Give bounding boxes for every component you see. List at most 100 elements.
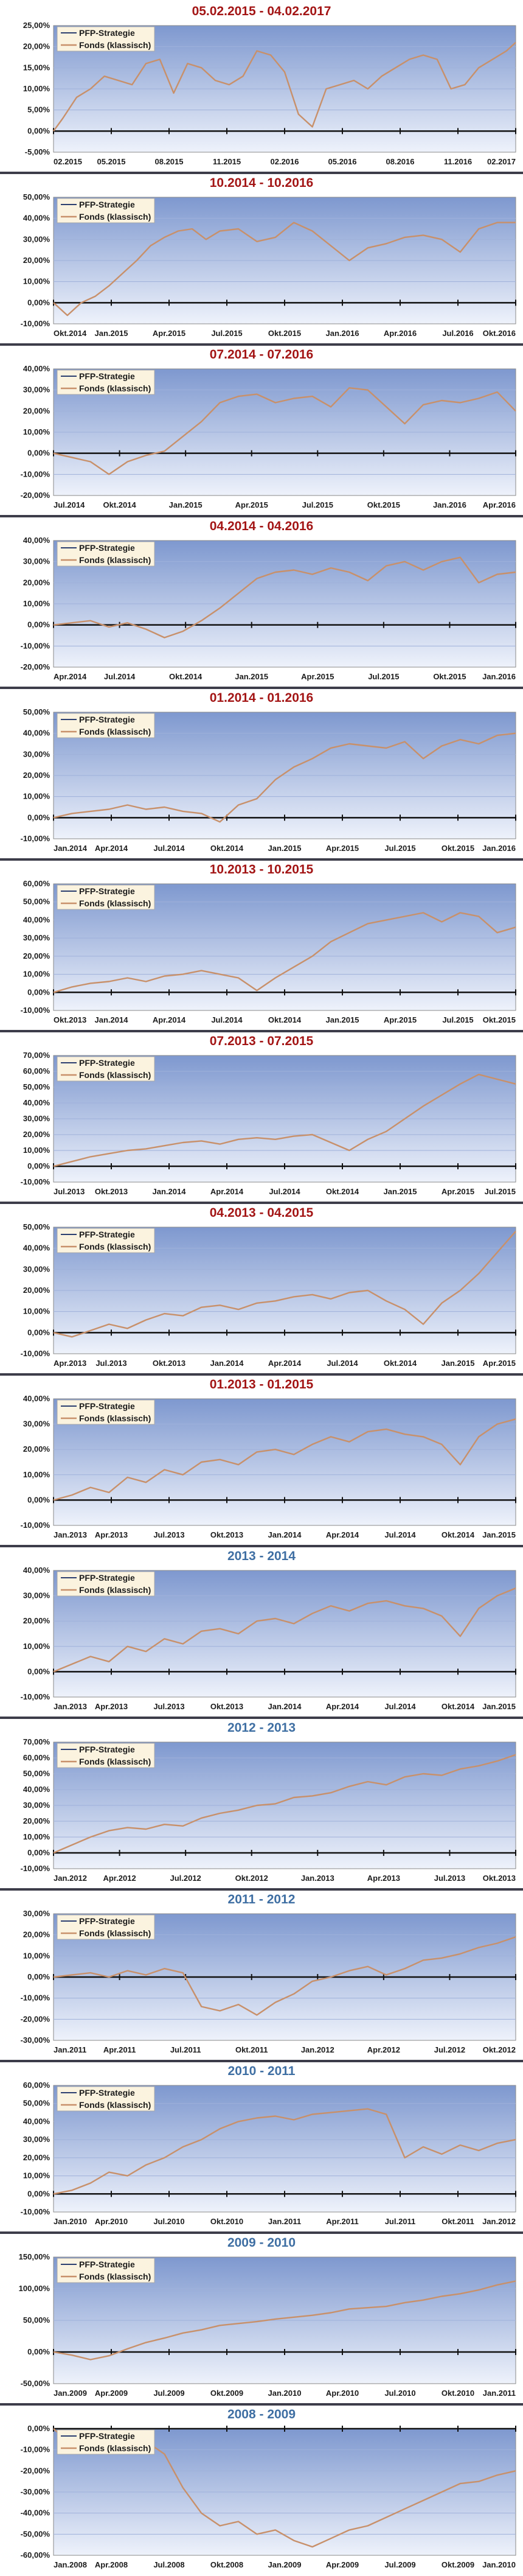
x-tick-label: Okt.2015 (433, 672, 466, 681)
y-tick-label: 30,00% (23, 749, 50, 758)
legend: PFP-Strategie Fonds (klassisch) (57, 198, 155, 223)
x-tick-label: Okt.2013 (210, 1530, 243, 1539)
y-tick-label: 10,00% (23, 599, 50, 608)
x-tick-label: Jan.2009 (268, 2560, 302, 2569)
y-tick-label: 50,00% (23, 1769, 50, 1778)
legend-box (57, 2086, 155, 2112)
y-tick-label: 10,00% (23, 1146, 50, 1155)
y-tick-label: 30,00% (23, 1264, 50, 1273)
legend-box (57, 26, 155, 52)
y-tick-label: -10,00% (21, 2207, 50, 2216)
y-tick-label: 70,00% (23, 1051, 50, 1060)
y-tick-label: 50,00% (23, 1222, 50, 1231)
y-tick-label: 20,00% (23, 771, 50, 780)
legend-label-fund: Fonds (klassisch) (79, 1413, 151, 1423)
series-line-fund (53, 222, 516, 317)
x-tick-label: Jul.2015 (485, 1187, 516, 1196)
chart-title: 2011 - 2012 (227, 1892, 296, 1906)
x-tick-label: 02.2017 (487, 157, 516, 166)
x-tick-label: Jan.2008 (54, 2560, 87, 2569)
y-tick-label: 50,00% (23, 897, 50, 906)
y-tick-label: 10,00% (23, 1307, 50, 1316)
chart-title: 07.2013 - 07.2015 (209, 1034, 314, 1048)
legend-label-strategy: PFP-Strategie (79, 1745, 135, 1754)
x-tick-label: Okt.2016 (483, 329, 516, 338)
series-line-fund (53, 1418, 516, 1501)
x-tick-label: Jan.2016 (482, 672, 516, 681)
x-tick-label: Jul.2013 (153, 1702, 184, 1711)
legend-box (57, 1228, 155, 1253)
x-tick-label: Jul.2014 (384, 1530, 416, 1539)
x-tick-label: Apr.2013 (95, 1530, 128, 1539)
y-tick-label: 40,00% (23, 1098, 50, 1107)
y-tick-label: -5,00% (25, 147, 50, 156)
legend-label-strategy: PFP-Strategie (79, 2088, 135, 2098)
x-tick-label: Okt.2009 (210, 2389, 243, 2398)
y-tick-label: 15,00% (23, 63, 50, 72)
y-tick-label: 10,00% (23, 427, 50, 436)
x-tick-label: Okt.2015 (367, 500, 400, 509)
legend-label-fund: Fonds (klassisch) (79, 1757, 151, 1766)
plot-area (53, 1398, 516, 1526)
x-tick-label: Jan.2012 (482, 2217, 516, 2226)
x-tick-label: Jul.2010 (153, 2217, 184, 2226)
y-tick-label: 40,00% (23, 1566, 50, 1575)
y-tick-label: 10,00% (23, 277, 50, 286)
legend-box (57, 1399, 155, 1425)
y-tick-label: 100,00% (19, 2284, 50, 2293)
x-tick-label: Jul.2008 (153, 2560, 184, 2569)
y-tick-label: -20,00% (21, 662, 50, 671)
x-tick-label: Okt.2014 (169, 672, 203, 681)
y-tick-label: 30,00% (23, 1419, 50, 1429)
x-tick-label: Okt.2013 (95, 1187, 128, 1196)
y-tick-label: 30,00% (23, 1591, 50, 1600)
y-tick-label: 20,00% (23, 42, 50, 51)
chart-panel: 2010 - 2011 -10,00% 0,00% 10,00% 20,00% 30,00… (0, 2060, 523, 2231)
y-tick-label: 60,00% (23, 1753, 50, 1762)
y-tick-label: 30,00% (23, 1114, 50, 1123)
x-tick-label: Apr.2015 (301, 672, 334, 681)
y-tick-label: 30,00% (23, 2135, 50, 2144)
legend-label-fund: Fonds (klassisch) (79, 40, 151, 50)
legend-label-fund: Fonds (klassisch) (79, 727, 151, 737)
line-chart: -10,00% 0,00% 10,00% 20,00% 30,00% 40,00% 50,0… (0, 192, 523, 342)
x-tick-label: Okt.2010 (210, 2217, 243, 2226)
y-tick-label: 25,00% (23, 21, 50, 30)
series-line-fund (53, 556, 516, 639)
legend: PFP-Strategie Fonds (klassisch) (57, 2086, 155, 2112)
panel-divider (0, 172, 523, 174)
x-tick-label: Jul.2015 (211, 329, 242, 338)
series-line-fund (53, 2280, 516, 2361)
x-tick-label: Apr.2011 (326, 2217, 359, 2226)
line-chart: -10,00% 0,00% 10,00% 20,00% 30,00% 40,00% 50,0… (0, 707, 523, 857)
chart-panel: 10.2013 - 10.2015 -10,00% 0,00% 10,00% 20,00… (0, 858, 523, 1030)
x-tick-label: Jan.2015 (235, 672, 268, 681)
y-tick-label: 40,00% (23, 915, 50, 924)
series-line-fund (53, 912, 516, 993)
x-tick-label: Jan.2016 (482, 844, 516, 853)
y-tick-label: 10,00% (23, 792, 50, 801)
y-tick-label: 40,00% (23, 1785, 50, 1794)
line-chart: -10,00% 0,00% 10,00% 20,00% 30,00% 40,00% Jan.… (0, 1394, 523, 1544)
panel-divider (0, 1888, 523, 1891)
y-tick-label: 30,00% (23, 557, 50, 566)
y-tick-label: 20,00% (23, 1286, 50, 1295)
line-chart: -10,00% 0,00% 10,00% 20,00% 30,00% 40,00% 50,0… (0, 879, 523, 1029)
y-tick-label: 20,00% (23, 1616, 50, 1625)
y-tick-label: -10,00% (21, 1006, 50, 1015)
x-tick-label: Jan.2014 (268, 1702, 302, 1711)
y-tick-label: -50,00% (21, 2379, 50, 2388)
x-tick-label: Apr.2015 (326, 844, 359, 853)
x-tick-label: Jan.2013 (54, 1702, 87, 1711)
legend-box (57, 713, 155, 738)
x-tick-label: Apr.2014 (95, 844, 128, 853)
y-tick-label: 20,00% (23, 578, 50, 587)
legend-label-strategy: PFP-Strategie (79, 371, 135, 381)
x-tick-label: Jul.2013 (54, 1187, 85, 1196)
x-tick-label: 02.2015 (54, 157, 82, 166)
x-tick-label: Apr.2012 (103, 1874, 136, 1883)
series-line-fund (53, 1936, 516, 2016)
panel-divider (0, 1545, 523, 1547)
x-tick-label: Jul.2014 (384, 1702, 416, 1711)
